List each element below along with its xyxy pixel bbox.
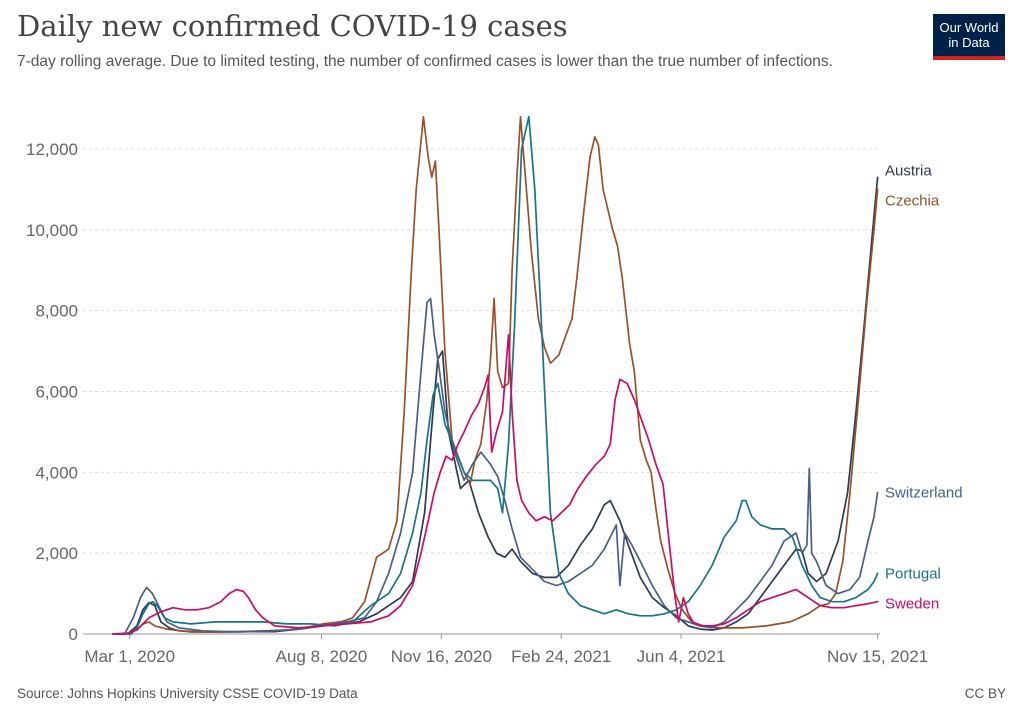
- x-tick-label: Nov 15, 2021: [827, 647, 928, 666]
- y-tick-label: 2,000: [35, 544, 78, 563]
- y-axis-labels: 0 2,000 4,000 6,000 8,000 10,000 12,000: [26, 140, 78, 644]
- series-line-switzerland[interactable]: [112, 297, 879, 635]
- series-line-portugal[interactable]: [112, 115, 879, 635]
- x-tick-label: Aug 8, 2020: [276, 647, 368, 666]
- grid-lines: [83, 148, 880, 635]
- series-line-austria[interactable]: [112, 176, 879, 635]
- y-tick-label: 10,000: [26, 221, 78, 240]
- x-tick-label: Mar 1, 2020: [84, 647, 175, 666]
- series-label-austria[interactable]: Austria: [885, 162, 932, 179]
- logo-line-1: Our World: [939, 20, 999, 35]
- series-lines: [112, 115, 879, 635]
- series-label-sweden[interactable]: Sweden: [885, 596, 939, 613]
- series-label-czechia[interactable]: Czechia: [885, 192, 940, 209]
- series-labels: Austria Czechia Switzerland Portugal Sweden: [885, 162, 963, 612]
- chart-subtitle: 7-day rolling average. Due to limited te…: [17, 53, 833, 70]
- x-tick-label: Feb 24, 2021: [511, 647, 611, 666]
- x-axis: Mar 1, 2020 Aug 8, 2020 Nov 16, 2020 Feb 24…: [83, 633, 928, 666]
- y-tick-label: 4,000: [35, 463, 78, 482]
- logo-line-2: in Data: [948, 35, 990, 50]
- license-link[interactable]: CC BY: [964, 686, 1006, 701]
- y-tick-label: 12,000: [26, 140, 78, 159]
- y-tick-label: 0: [69, 625, 78, 644]
- source-note: Source: Johns Hopkins University CSSE CO…: [17, 686, 358, 701]
- chart-title: Daily new confirmed COVID-19 cases: [17, 9, 568, 43]
- x-tick-label: Nov 16, 2020: [391, 647, 492, 666]
- owid-logo[interactable]: Our World in Data: [933, 14, 1005, 60]
- series-label-portugal[interactable]: Portugal: [885, 565, 941, 582]
- y-tick-label: 8,000: [35, 302, 78, 321]
- series-line-sweden[interactable]: [112, 334, 879, 635]
- x-tick-label: Jun 4, 2021: [637, 647, 726, 666]
- series-line-czechia[interactable]: [112, 115, 879, 635]
- y-tick-label: 6,000: [35, 383, 78, 402]
- series-label-switzerland[interactable]: Switzerland: [885, 485, 963, 502]
